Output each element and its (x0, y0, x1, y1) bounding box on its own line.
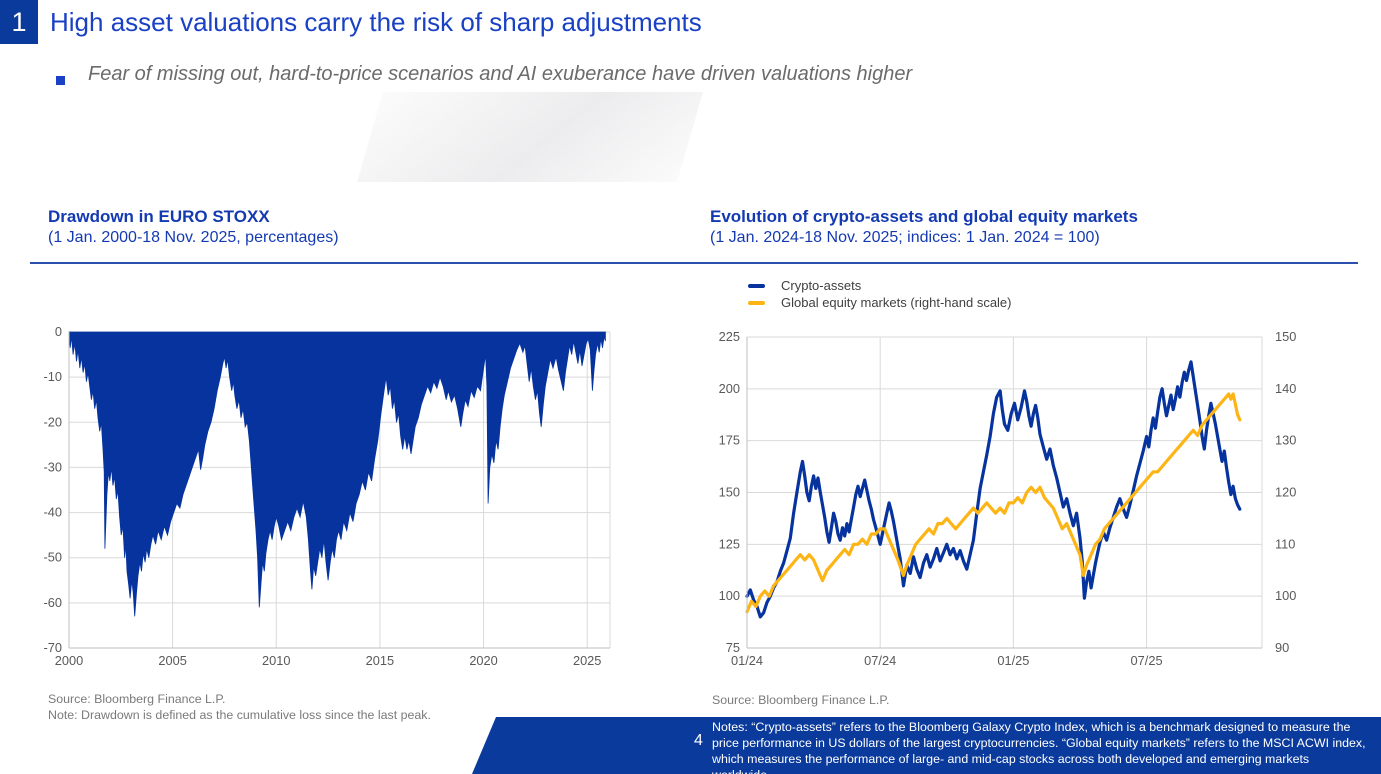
right-chart-source: Source: Bloomberg Finance L.P. (712, 693, 890, 707)
svg-text:-70: -70 (44, 640, 63, 655)
svg-text:2015: 2015 (366, 653, 394, 668)
left-chart-subtitle: (1 Jan. 2000-18 Nov. 2025, percentages) (48, 229, 339, 246)
left-chart-source: Source: Bloomberg Finance L.P. (48, 692, 226, 706)
crypto-equity-chart: 75 100 125 150 175 200 225 90 100 110 120 130 140 150… (719, 329, 1297, 668)
left-chart-title: Drawdown in EURO STOXX (48, 207, 270, 226)
svg-text:0: 0 (55, 324, 62, 339)
page-number: 4 (694, 732, 703, 749)
heading-rule (30, 262, 1358, 264)
svg-text:2010: 2010 (262, 653, 290, 668)
right-chart-subtitle: (1 Jan. 2024-18 Nov. 2025; indices: 1 Ja… (710, 229, 1100, 246)
legend-item-crypto: Crypto-assets (748, 278, 861, 293)
equity-legend-label: Global equity markets (right-hand scale) (781, 295, 1012, 310)
svg-text:100: 100 (719, 588, 740, 603)
svg-text:2000: 2000 (55, 653, 83, 668)
svg-text:130: 130 (1275, 433, 1296, 448)
svg-text:2020: 2020 (469, 653, 497, 668)
svg-text:01/24: 01/24 (731, 653, 763, 668)
svg-text:-10: -10 (44, 369, 63, 384)
left-chart-note: Note: Drawdown is defined as the cumulat… (48, 708, 431, 722)
crypto-legend-label: Crypto-assets (781, 278, 862, 293)
svg-text:90: 90 (1275, 640, 1289, 655)
bullet-square-icon (56, 76, 65, 85)
svg-text:-30: -30 (44, 459, 63, 474)
right-chart-title: Evolution of crypto-assets and global eq… (710, 207, 1138, 226)
left-chart-source-note: Source: Bloomberg Finance L.P. Note: Dra… (48, 691, 431, 723)
svg-text:-60: -60 (44, 595, 63, 610)
svg-text:175: 175 (719, 433, 740, 448)
svg-text:-20: -20 (44, 414, 63, 429)
svg-text:110: 110 (1275, 536, 1295, 551)
svg-text:-40: -40 (44, 505, 63, 520)
svg-text:125: 125 (719, 536, 740, 551)
svg-text:150: 150 (719, 485, 740, 500)
equity-legend-dash-icon (748, 300, 765, 305)
svg-text:225: 225 (719, 329, 740, 344)
svg-text:100: 100 (1275, 588, 1296, 603)
svg-text:01/25: 01/25 (997, 653, 1029, 668)
legend-item-equity: Global equity markets (right-hand scale) (748, 295, 1012, 310)
slide-number: 1 (11, 6, 27, 37)
svg-text:75: 75 (726, 640, 740, 655)
svg-text:07/25: 07/25 (1131, 653, 1163, 668)
page-title: High asset valuations carry the risk of … (50, 7, 702, 37)
svg-text:200: 200 (719, 381, 740, 396)
svg-text:150: 150 (1275, 329, 1296, 344)
svg-text:2025: 2025 (573, 653, 601, 668)
background-swoosh (357, 92, 703, 182)
svg-text:140: 140 (1275, 381, 1296, 396)
svg-text:2005: 2005 (158, 653, 186, 668)
right-chart-notes: Notes: “Crypto-assets” refers to the Blo… (712, 720, 1366, 774)
svg-text:07/24: 07/24 (864, 653, 896, 668)
footer-band: 4 Notes: “Crypto-assets” refers to the B… (472, 717, 1381, 774)
bullet-text: Fear of missing out, hard-to-price scena… (88, 63, 913, 85)
slide-number-badge: 1 (0, 0, 38, 44)
crypto-legend-dash-icon (748, 283, 765, 288)
svg-text:120: 120 (1275, 485, 1296, 500)
svg-text:-50: -50 (44, 550, 63, 565)
